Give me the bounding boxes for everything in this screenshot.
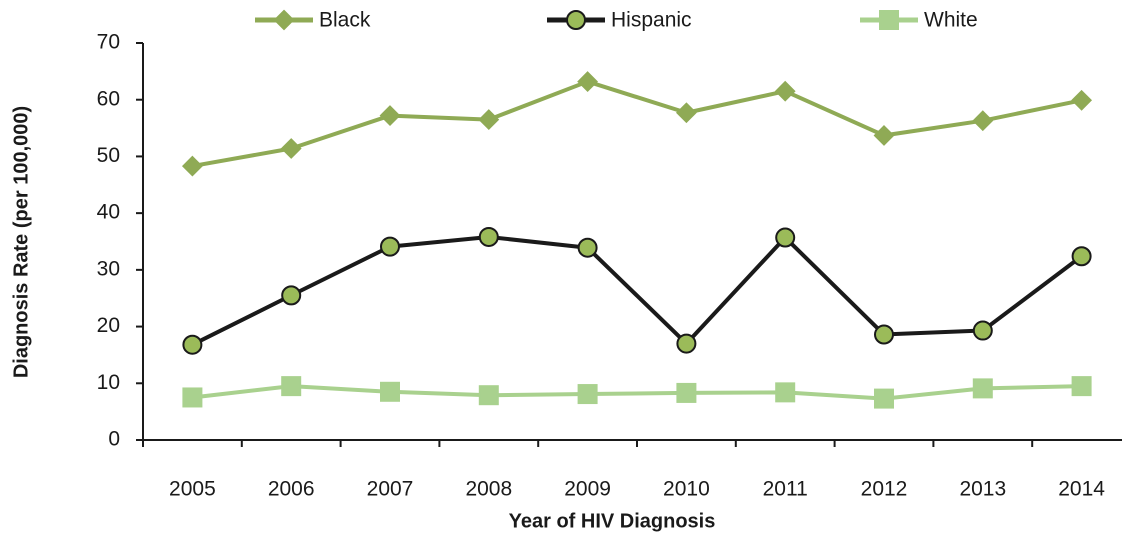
legend-label: Hispanic <box>611 9 692 32</box>
y-tick-label: 0 <box>108 428 120 451</box>
series-line <box>192 384 1082 401</box>
data-point <box>1071 89 1093 111</box>
data-point <box>577 384 598 405</box>
data-point <box>775 227 796 248</box>
data-point <box>182 387 203 408</box>
legend-label: Black <box>319 9 371 32</box>
series-line <box>192 79 1083 169</box>
legend-marker <box>273 9 295 31</box>
data-point <box>676 333 697 354</box>
y-tick-label: 30 <box>97 257 120 280</box>
data-point <box>873 125 895 146</box>
data-point <box>379 105 401 127</box>
x-tick-label: 2005 <box>169 478 216 501</box>
legend-label: White <box>924 9 978 32</box>
y-tick-label: 50 <box>97 144 120 167</box>
data-point <box>577 71 599 92</box>
x-tick-label: 2009 <box>564 478 611 501</box>
x-tick-label: 2008 <box>465 478 512 501</box>
y-tick-label: 20 <box>97 314 120 337</box>
x-tick-label: 2007 <box>367 478 414 501</box>
data-point <box>380 381 400 402</box>
data-point <box>577 237 598 258</box>
data-point <box>280 138 302 159</box>
x-tick-label: 2014 <box>1058 478 1105 501</box>
data-point <box>281 285 302 306</box>
data-point <box>281 376 302 397</box>
data-point <box>478 226 499 247</box>
x-tick-label: 2006 <box>268 478 315 501</box>
x-tick-label: 2012 <box>861 478 908 501</box>
legend-marker <box>566 10 586 30</box>
y-tick-label: 10 <box>97 371 120 394</box>
data-point <box>182 334 203 355</box>
y-axis-title: Diagnosis Rate (per 100,000) <box>10 106 32 378</box>
data-point <box>874 388 894 409</box>
series-line <box>191 234 1083 347</box>
data-point <box>972 110 994 132</box>
data-point <box>478 109 500 130</box>
data-point <box>676 382 697 403</box>
y-tick-label: 60 <box>97 87 120 110</box>
data-point <box>181 155 203 177</box>
data-point <box>972 378 993 399</box>
data-point <box>1071 376 1092 397</box>
data-point <box>874 324 894 345</box>
data-point <box>972 320 993 341</box>
y-tick-label: 40 <box>97 201 120 224</box>
x-axis-title: Year of HIV Diagnosis <box>509 510 716 532</box>
x-tick-label: 2011 <box>763 478 808 501</box>
data-point <box>675 102 697 124</box>
data-point <box>478 385 499 406</box>
data-point <box>1071 246 1092 267</box>
data-point <box>380 236 400 257</box>
data-point <box>774 80 796 102</box>
y-tick-label: 70 <box>97 31 120 54</box>
legend-marker <box>879 10 899 30</box>
x-tick-label: 2013 <box>959 478 1006 501</box>
x-tick-label: 2010 <box>663 478 710 501</box>
data-point <box>775 382 796 403</box>
